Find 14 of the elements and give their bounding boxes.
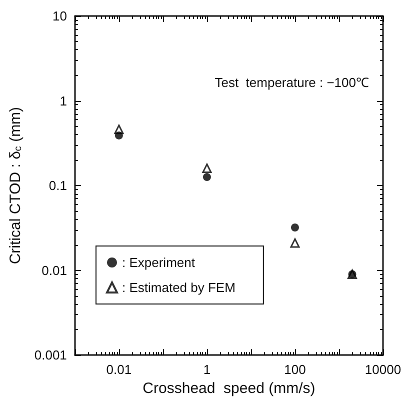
annotation: Test temperature : −100℃ [214, 75, 370, 90]
x-tick-label: 100 [284, 362, 306, 378]
y-tick-label: 0.1 [48, 178, 67, 194]
y-tick-label: 10 [52, 8, 67, 24]
x-tick-label: 1 [203, 362, 211, 378]
x-axis-title: Crosshead speed (mm/s) [142, 380, 316, 397]
legend-label: : Experiment [122, 255, 196, 270]
y-tick-label: 0.01 [42, 262, 67, 278]
y-axis-title: Critical CTOD : δc (mm) [7, 106, 24, 264]
x-tick-label: 0.01 [106, 362, 132, 378]
y-tick-label: 1 [60, 93, 67, 108]
x-tick-label: 10000 [364, 362, 402, 378]
y-tick-label: 0.001 [34, 348, 67, 363]
legend-label: : Estimated by FEM [122, 280, 236, 295]
